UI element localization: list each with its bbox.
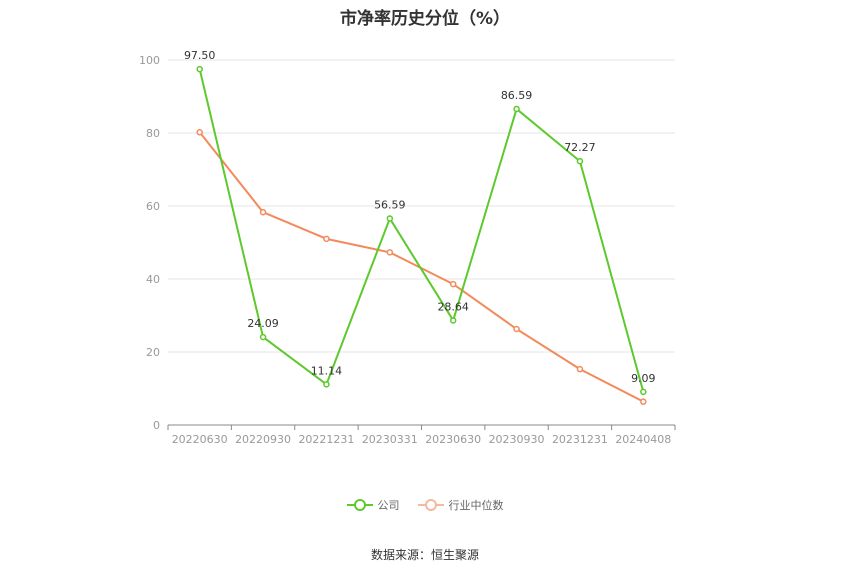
data-point-company (323, 381, 330, 388)
data-label-company: 9.09 (631, 372, 656, 385)
x-tick-label: 20220630 (172, 433, 228, 446)
data-point-company (576, 157, 584, 165)
data-label-company: 24.09 (247, 317, 279, 330)
series-layer (196, 65, 647, 405)
legend-item-company[interactable]: 公司 (346, 497, 400, 513)
data-point-industry-median (576, 365, 584, 373)
x-tick-label: 20240408 (615, 433, 671, 446)
data-point-company (386, 215, 394, 222)
data-source: 数据来源：恒生聚源 (370, 548, 479, 562)
legend: 公司 行业中位数 (0, 497, 850, 513)
data-point-company (196, 65, 203, 73)
data-label-company: 97.50 (184, 49, 216, 62)
y-tick-label: 0 (153, 419, 160, 432)
data-point-company (640, 388, 647, 396)
data-point-industry-median (640, 398, 647, 405)
y-tick-label: 80 (146, 127, 160, 140)
legend-marker-company-icon (346, 499, 373, 511)
legend-marker-industry-icon (417, 499, 444, 511)
legend-item-industry-median[interactable]: 行业中位数 (417, 497, 504, 513)
data-point-industry-median (386, 249, 394, 256)
data-point-industry-median (449, 280, 457, 288)
data-point-industry-median (196, 129, 203, 136)
legend-label-company: 公司 (377, 499, 400, 512)
data-point-industry-median (513, 325, 520, 333)
data-label-company: 11.14 (311, 364, 343, 377)
y-tick-label: 20 (146, 346, 160, 359)
data-point-industry-median (259, 208, 267, 216)
data-point-company (513, 105, 520, 113)
axes: 0 20 40 60 80 100 20220630 20220930 20221231 2023… (139, 54, 676, 446)
data-label-company: 28.64 (437, 300, 469, 313)
series-line-company (198, 68, 645, 393)
y-tick-label: 60 (146, 200, 160, 213)
data-point-company (259, 333, 267, 341)
x-tick-label: 20221231 (298, 433, 354, 446)
data-label-company: 72.27 (564, 141, 596, 154)
legend-label-industry-median: 行业中位数 (448, 499, 504, 512)
data-point-company (449, 317, 457, 324)
y-tick-label: 100 (139, 54, 160, 67)
chart-title: 市净率历史分位（%） (339, 9, 511, 29)
data-label-company: 86.59 (501, 89, 533, 102)
data-label-company: 56.59 (374, 198, 406, 211)
y-tick-label: 40 (146, 273, 160, 286)
x-tick-label: 20230930 (489, 433, 545, 446)
series-line-industry-median (198, 131, 644, 403)
x-tick-label: 20220930 (235, 433, 291, 446)
data-point-industry-median (323, 235, 330, 243)
x-tick-label: 20230630 (425, 433, 481, 446)
data-labels: 97.50 24.09 11.14 56.59 28.64 86.59 72.27 9.09 (184, 49, 656, 385)
grid-lines (168, 59, 675, 353)
x-tick-label: 20231231 (552, 433, 608, 446)
x-tick-label: 20230331 (362, 433, 418, 446)
